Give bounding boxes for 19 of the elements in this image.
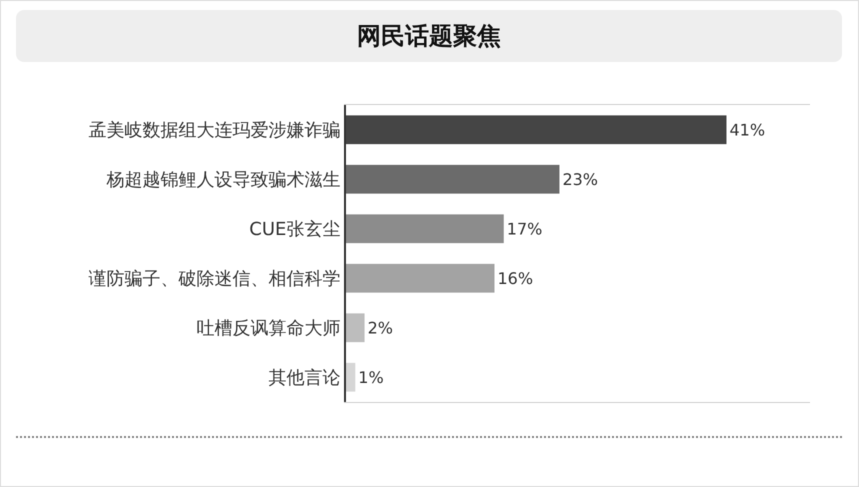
- chart-title: 网民话题聚焦: [16, 10, 842, 62]
- data-label: 17%: [506, 219, 542, 238]
- y-tick-label: 吐槽反讽算命大师: [196, 318, 340, 340]
- bar: [346, 115, 726, 144]
- data-label: 23%: [562, 170, 598, 189]
- bar: [346, 313, 365, 342]
- bar: [346, 214, 504, 244]
- data-label: 41%: [729, 120, 766, 140]
- y-tick-label: 其他言论: [268, 368, 340, 389]
- y-tick-label: 孟美岐数据组大连玛爱涉嫌诈骗: [88, 120, 340, 142]
- data-label: 16%: [497, 268, 534, 288]
- bar: [346, 164, 560, 194]
- y-tick-label: 杨超越锦鲤人设导致骗术滋生: [105, 170, 340, 191]
- bar: [346, 264, 494, 293]
- data-label: 1%: [358, 368, 384, 387]
- data-label: 2%: [368, 318, 393, 338]
- y-tick-label: CUE张玄尘: [249, 219, 340, 240]
- y-tick-label: 谨防骗子、破除迷信、相信科学: [88, 268, 340, 290]
- bar: [346, 362, 356, 392]
